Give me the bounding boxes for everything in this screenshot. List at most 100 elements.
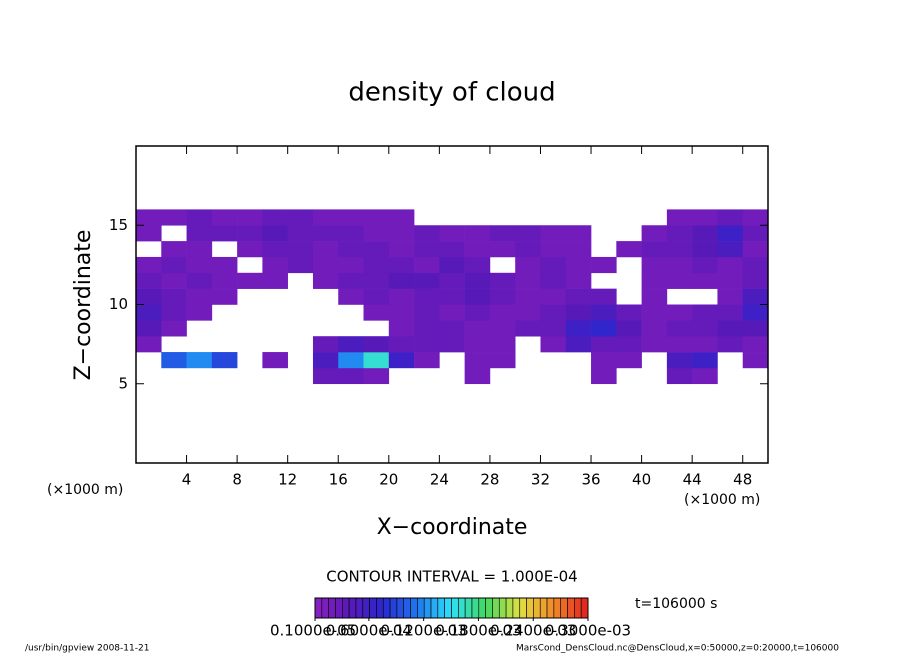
cell: [717, 241, 744, 258]
cell: [363, 367, 390, 385]
cell: [439, 256, 465, 274]
x-tick-label: 8: [232, 471, 242, 489]
cell: [186, 209, 213, 226]
x-tick-label: 24: [430, 471, 449, 489]
colorbar-swatch: [423, 597, 432, 619]
cell: [464, 256, 491, 274]
cell: [515, 241, 541, 258]
cell: [312, 367, 339, 385]
x-tick-label: 36: [581, 471, 600, 489]
cell: [742, 304, 769, 321]
time-label: t=106000 s: [635, 596, 717, 612]
cell: [692, 320, 718, 337]
colorbar-swatch: [471, 597, 480, 619]
cell: [742, 241, 769, 258]
cell: [616, 304, 642, 321]
cell: [161, 209, 187, 226]
cell: [237, 272, 263, 289]
cell: [287, 241, 314, 258]
cell: [641, 241, 668, 258]
x-tick-label: 48: [733, 471, 752, 489]
cell: [717, 336, 744, 353]
colorbar-tick-label: 0.1800e-03: [435, 622, 521, 640]
y-unit-label: (×1000 m): [47, 482, 123, 498]
x-tick-label: 44: [683, 471, 702, 489]
cell: [692, 256, 718, 274]
colorbar-swatch: [335, 597, 343, 619]
cell: [262, 256, 288, 274]
cell: [666, 272, 693, 289]
colorbar-swatch: [485, 597, 493, 619]
cell: [666, 256, 693, 274]
x-tick-label: 16: [329, 471, 348, 489]
x-tick-label: 4: [182, 471, 192, 489]
cell: [136, 320, 162, 337]
y-tick-label: 10: [109, 295, 128, 313]
colorbar-swatch: [396, 597, 405, 619]
cell: [717, 304, 744, 321]
cell: [186, 272, 213, 289]
colorbar-swatch: [369, 597, 377, 619]
x-tick-label: 32: [531, 471, 550, 489]
cell: [464, 336, 491, 353]
cell: [262, 352, 288, 369]
cell: [540, 272, 567, 289]
colorbar-tick-label: 0.2400e-03: [490, 622, 576, 640]
cell: [136, 225, 162, 242]
cell: [540, 336, 567, 353]
cell: [312, 225, 339, 242]
colorbar-swatch: [519, 597, 527, 619]
cell: [565, 304, 592, 321]
cell: [464, 367, 491, 385]
footer-right: MarsCond_DensCloud.nc@DensCloud,x=0:5000…: [516, 644, 839, 654]
cell: [338, 272, 364, 289]
cell: [414, 272, 440, 289]
colorbar-swatch: [458, 597, 466, 619]
cell: [388, 272, 415, 289]
cell: [363, 352, 390, 369]
colorbar-swatch: [574, 597, 582, 619]
cell: [641, 320, 668, 337]
colorbar-swatch: [498, 597, 507, 619]
cell: [136, 256, 162, 274]
colorbar-swatch: [430, 597, 439, 619]
cell: [692, 225, 718, 242]
cell: [186, 288, 213, 305]
cell: [338, 288, 364, 305]
contour-interval: CONTOUR INTERVAL = 1.000E-04: [326, 568, 577, 586]
cell: [641, 288, 668, 305]
cell: [439, 288, 465, 305]
colorbar-swatch: [389, 597, 398, 619]
x-tick-label: 28: [480, 471, 499, 489]
cell: [591, 367, 617, 385]
colorbar-tick-label: 0.6000e-04: [326, 622, 412, 640]
cell: [717, 272, 744, 289]
cell: [565, 256, 592, 274]
cell: [742, 272, 769, 289]
cell: [312, 209, 339, 226]
colorbar-tick-label: 0.3000e-03: [545, 622, 631, 640]
cell: [439, 241, 465, 258]
cell: [692, 241, 718, 258]
cell: [161, 241, 187, 258]
cell: [136, 336, 162, 353]
cell: [616, 352, 642, 369]
cell: [464, 352, 491, 369]
cell: [717, 225, 744, 242]
cell: [742, 209, 769, 226]
colorbar: 0.1000e-050.6000e-040.1200e-030.1800e-03…: [270, 597, 631, 640]
cell: [742, 288, 769, 305]
cell: [692, 352, 718, 369]
cell: [717, 256, 744, 274]
cell: [591, 336, 617, 353]
cell: [515, 304, 541, 321]
cell: [692, 367, 718, 385]
cell: [717, 209, 744, 226]
cell: [186, 241, 213, 258]
cell: [489, 304, 516, 321]
cell: [363, 241, 390, 258]
cell: [666, 209, 693, 226]
cell: [717, 288, 744, 305]
cell: [136, 272, 162, 289]
